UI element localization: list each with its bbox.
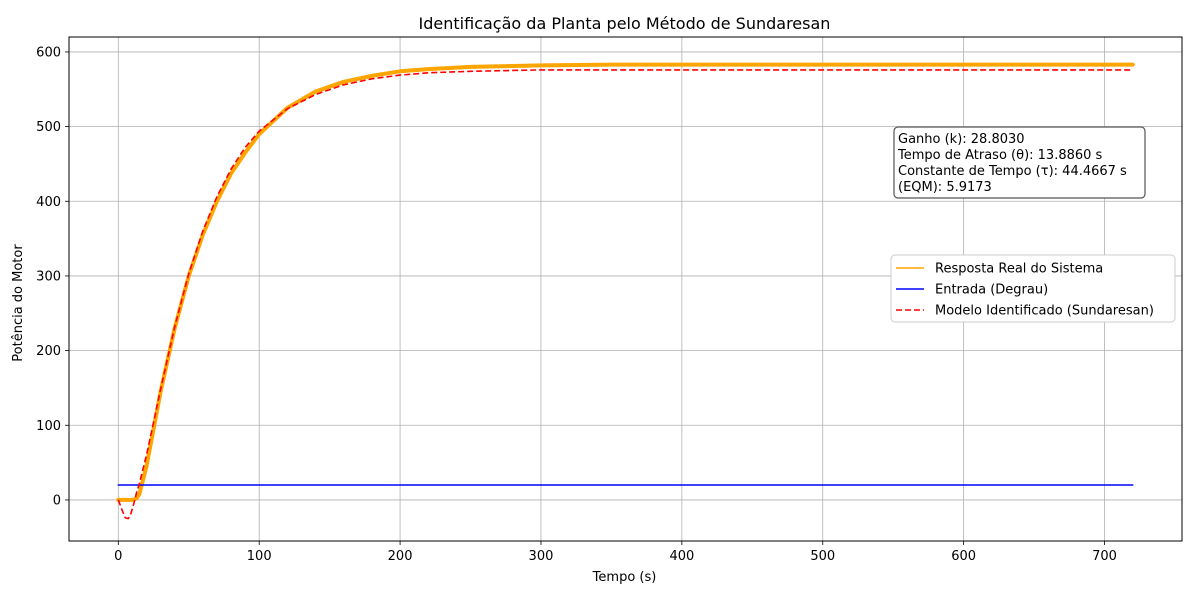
annotation-delay: Tempo de Atraso (θ): 13.8860 s bbox=[897, 148, 1103, 163]
y-axis-label: Potência do Motor bbox=[11, 244, 26, 362]
y-tick-label: 200 bbox=[36, 344, 61, 359]
plot-frame bbox=[68, 36, 1183, 542]
y-tick-label: 600 bbox=[36, 45, 61, 60]
y-tick-label: 400 bbox=[36, 195, 61, 210]
chart-title: Identificação da Planta pelo Método de S… bbox=[419, 14, 831, 33]
x-tick-label: 100 bbox=[247, 549, 272, 564]
legend-frame bbox=[890, 254, 1176, 323]
annotation-time-constant: Constante de Tempo (τ): 44.4667 s bbox=[898, 164, 1127, 179]
annotation-box: Ganho (k): 28.8030 Tempo de Atraso (θ): … bbox=[893, 126, 1146, 199]
legend-label: Modelo Identificado (Sundaresan) bbox=[935, 304, 1154, 319]
series-line-modelo-identificado-sundaresan bbox=[117, 69, 1133, 520]
annotation-frame bbox=[893, 126, 1146, 199]
legend-label: Resposta Real do Sistema bbox=[935, 262, 1103, 277]
y-tick-label: 300 bbox=[36, 269, 61, 284]
y-tick-label: 500 bbox=[36, 120, 61, 135]
x-axis-label: Tempo (s) bbox=[592, 570, 657, 585]
annotation-gain: Ganho (k): 28.8030 bbox=[898, 132, 1025, 147]
axis-ticks: 0 100 200 300 400 500 600 700 0 100 200 300 400 500 60… bbox=[36, 45, 1117, 564]
x-tick-label: 500 bbox=[810, 549, 835, 564]
x-tick-label: 0 bbox=[114, 549, 122, 564]
x-tick-label: 700 bbox=[1092, 549, 1117, 564]
grid bbox=[69, 37, 1182, 541]
x-tick-label: 600 bbox=[951, 549, 976, 564]
y-tick-label: 0 bbox=[53, 493, 61, 508]
series-line-resposta-real-do-sistema bbox=[116, 62, 1135, 502]
plot-series bbox=[116, 62, 1135, 520]
x-tick-label: 400 bbox=[669, 549, 694, 564]
legend-label: Entrada (Degrau) bbox=[935, 283, 1048, 298]
y-tick-label: 100 bbox=[36, 419, 61, 434]
annotation-eqm: (EQM): 5.9173 bbox=[898, 180, 992, 195]
x-tick-label: 200 bbox=[388, 549, 413, 564]
legend: Resposta Real do Sistema Entrada (Degrau)… bbox=[890, 254, 1176, 323]
x-tick-label: 300 bbox=[529, 549, 554, 564]
